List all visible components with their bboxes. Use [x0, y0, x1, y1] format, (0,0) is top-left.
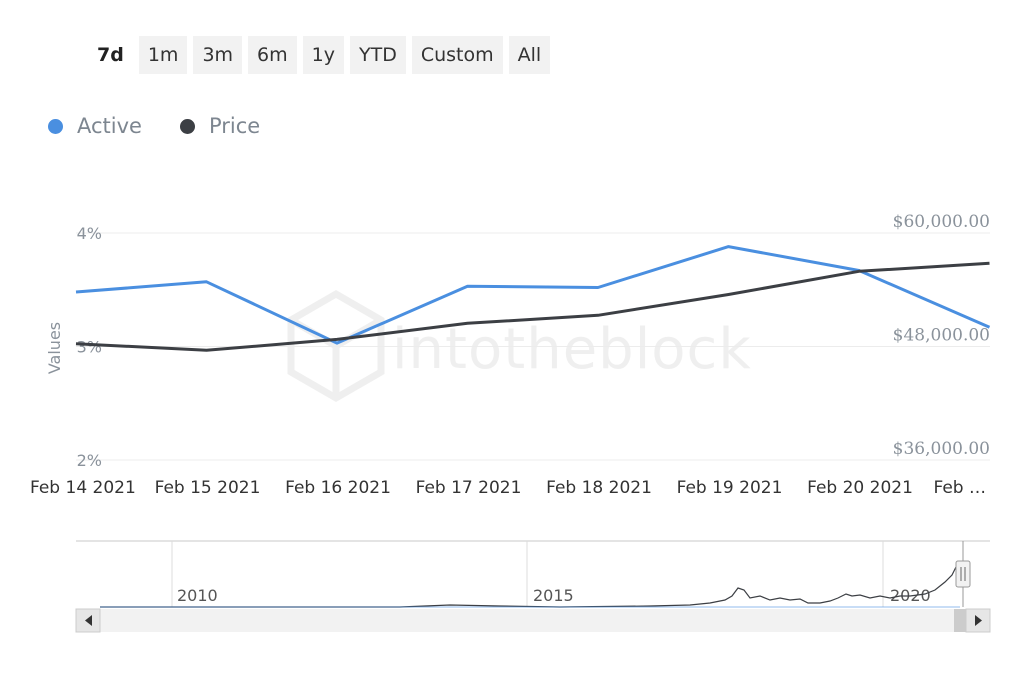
- x-tick-2: Feb 16 2021: [285, 478, 391, 498]
- watermark-text: intotheblock: [392, 317, 752, 382]
- series-line-price[interactable]: [75, 261, 990, 352]
- navigator: 2010 2015 2020: [76, 540, 990, 608]
- x-tick-6: Feb 20 2021: [807, 478, 913, 498]
- scrollbar-track[interactable]: [76, 609, 990, 632]
- y-right-tick-0: $36,000.00: [893, 439, 990, 459]
- legend-marker-price: [179, 118, 195, 134]
- y-right-tick-2: $60,000.00: [893, 212, 990, 232]
- y-axis-title: Values: [45, 322, 64, 374]
- range-selector: 7d 1m 3m 6m 1y YTD Custom All: [88, 36, 551, 74]
- range-button-6m[interactable]: 6m: [248, 36, 297, 74]
- y-left-tick-0: 2%: [77, 451, 102, 470]
- x-tick-3: Feb 17 2021: [416, 478, 522, 498]
- y-left-tick-1: 3%: [77, 338, 102, 357]
- navigator-series-price: [100, 562, 959, 608]
- x-tick-7: Feb …: [933, 478, 986, 498]
- legend-item-active[interactable]: Active: [48, 114, 142, 138]
- chart-legend: Active Price: [48, 114, 260, 138]
- y-left-tick-2: 4%: [77, 224, 102, 243]
- arrow-left-icon: [85, 615, 92, 626]
- arrow-right-icon: [975, 615, 982, 626]
- y-axis-right: $36,000.00 $48,000.00 $60,000.00: [893, 212, 990, 459]
- navigator-year-2010: 2010: [177, 586, 218, 605]
- navigator-year-2015: 2015: [533, 586, 574, 605]
- x-tick-4: Feb 18 2021: [546, 478, 652, 498]
- range-button-ytd[interactable]: YTD: [350, 36, 406, 74]
- range-button-3m[interactable]: 3m: [193, 36, 243, 74]
- range-button-all[interactable]: All: [508, 36, 551, 74]
- range-button-custom[interactable]: Custom: [411, 36, 503, 74]
- grid-lines: [76, 232, 990, 461]
- x-tick-1: Feb 15 2021: [155, 478, 261, 498]
- legend-label-price: Price: [208, 114, 261, 138]
- scrollbar[interactable]: [75, 608, 991, 633]
- navigator-handle[interactable]: [955, 560, 971, 588]
- y-right-tick-1: $48,000.00: [893, 326, 990, 346]
- range-button-1y[interactable]: 1y: [302, 36, 344, 74]
- range-button-7d[interactable]: 7d: [88, 36, 133, 74]
- series-lines: [75, 245, 991, 352]
- range-button-1m[interactable]: 1m: [138, 36, 188, 74]
- legend-label-active: Active: [77, 114, 142, 138]
- series-line-active[interactable]: [75, 245, 991, 345]
- scrollbar-thumb[interactable]: [954, 609, 966, 632]
- legend-item-price[interactable]: Price: [179, 114, 261, 138]
- x-tick-0: Feb 14 2021: [30, 478, 136, 498]
- legend-marker-active: [48, 118, 63, 134]
- x-axis: Feb 14 2021 Feb 15 2021 Feb 16 2021 Feb 17 …: [30, 478, 986, 498]
- y-axis-left: 2% 3% 4%: [77, 224, 102, 470]
- x-tick-5: Feb 19 2021: [677, 478, 783, 498]
